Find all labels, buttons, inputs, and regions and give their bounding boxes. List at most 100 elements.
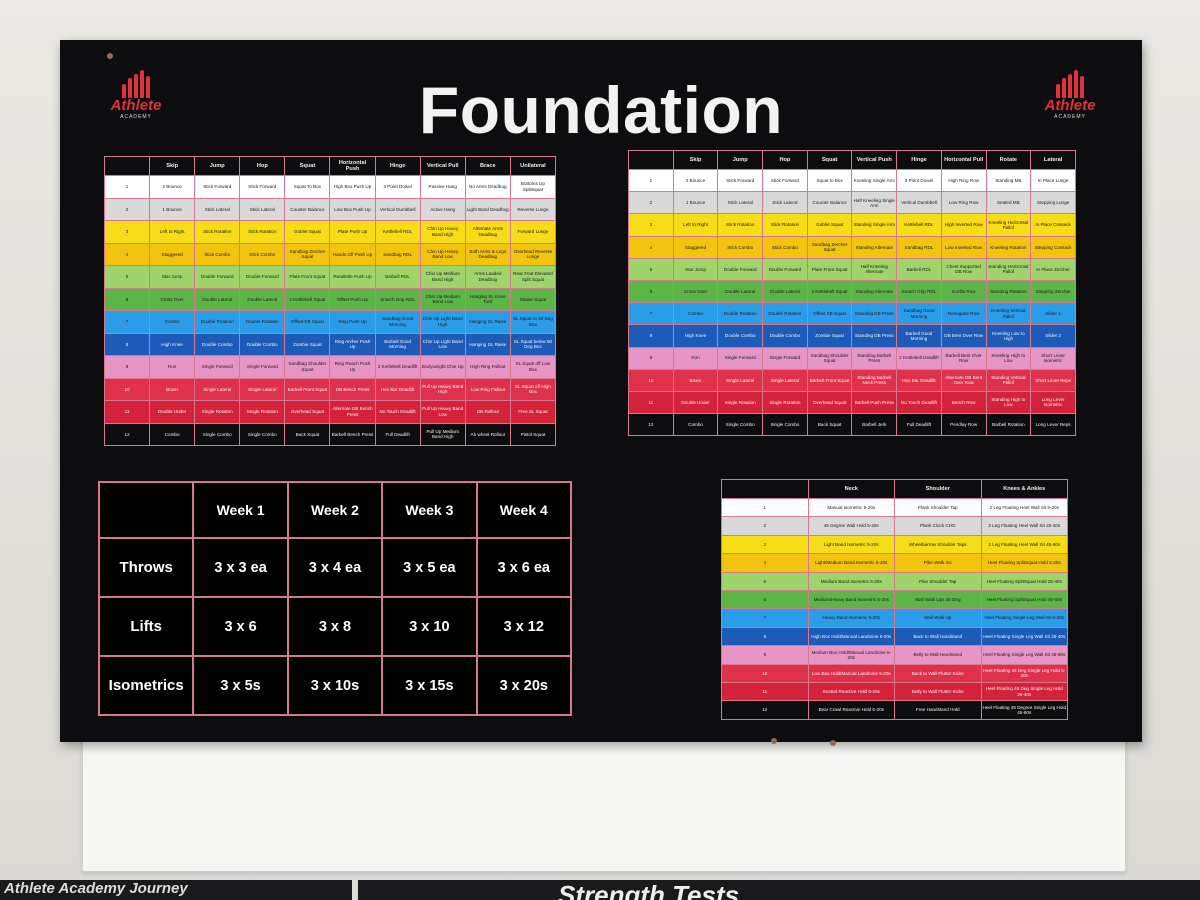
table-cell: Snatch Grip RDL <box>374 287 421 311</box>
table-cell: Kneeling Rotation <box>985 235 1032 259</box>
table-cell: Low Box Push Up <box>329 197 376 221</box>
table-cell: Long Lever Reps <box>1030 413 1076 437</box>
table-cell: Sandbag Zercher Squat <box>284 242 331 266</box>
table-cell: Medium Band Isometric 5-20s <box>807 571 895 591</box>
row-label: 4 <box>721 553 809 573</box>
table-cell: Renegade Row <box>940 302 987 326</box>
table-cell: Standing High to Low <box>985 390 1032 415</box>
table-cell: Pull Up Heavy Band Low <box>419 400 466 424</box>
logo-brand: Athlete <box>1044 97 1096 114</box>
table-cell: Single Forward <box>717 346 764 370</box>
table-cell: Kneeling High to Low <box>985 346 1032 370</box>
table-cell: Standing DB Press <box>851 324 898 348</box>
row-label: Isometrics <box>97 655 195 716</box>
row-label: 5 <box>628 257 674 281</box>
table-row: 12 Bear Crawl Reactive Hold 5-20s Free Han… <box>721 700 1068 720</box>
table-cell: Combo <box>149 422 196 446</box>
table-cell: Offset KB Squat <box>806 302 853 326</box>
table-cell: Stepping Cossack <box>1030 235 1076 259</box>
row-label: Lifts <box>97 596 195 657</box>
table-cell: Plank Shoulder Tap <box>894 497 982 518</box>
table-cell: Chin Up Heavy Band High <box>419 220 466 244</box>
row-label: 8 <box>628 324 674 348</box>
row-label: 10 <box>103 377 151 401</box>
column-header: Unilateral <box>509 156 557 176</box>
table-cell: Barbell Good Morning <box>374 332 421 356</box>
table-cell: 1 Bounce <box>672 191 719 215</box>
table-cell: Cross Over <box>149 287 196 311</box>
header-row: Week 1 Week 2 Week 3 Week 4 <box>97 481 573 539</box>
logo-sub: ACADEMY <box>1054 114 1086 120</box>
table-cell: Back to Wall Handstand <box>894 626 982 647</box>
table-cell: Low Inverted Row <box>940 235 987 259</box>
table-cell: Stick Forward <box>762 168 808 193</box>
table-cell: Run <box>149 355 196 379</box>
table-cell: Star Jump <box>672 257 719 281</box>
table-cell: Double Forward <box>717 257 764 281</box>
table-cell: Double Under <box>672 390 719 415</box>
column-header: Vertical Push <box>851 150 898 170</box>
table-cell: Sandbag Good Morning <box>896 302 942 326</box>
column-header: Hinge <box>896 150 942 170</box>
table-cell: Stick Combo <box>239 242 286 266</box>
table-cell: Barbell Bent Over Row <box>940 346 987 370</box>
table-row: 10 Low Box Hold/Manual Landmine 5-20s Back… <box>721 663 1068 683</box>
table-cell: Double Rotation <box>762 302 808 326</box>
table-cell: 3 x 8 <box>286 596 384 657</box>
row-label: 11 <box>103 400 151 424</box>
table-cell: Back Squat <box>806 413 853 437</box>
table-cell: Zombie Squat <box>806 324 853 348</box>
row-label: 11 <box>628 390 674 415</box>
column-header: Neck <box>807 479 895 499</box>
table-cell: Stick Combo <box>762 235 808 259</box>
table-cell: Barbell Front Squat <box>806 368 853 392</box>
table-cell: SL Squat off Low Box <box>509 355 557 379</box>
table-cell: Belly to Wall Handstand <box>894 645 982 665</box>
table-cell: Combo <box>672 302 719 326</box>
column-header: Jump <box>194 156 241 176</box>
column-header: Week 2 <box>286 481 384 539</box>
journey-banner: Athlete Academy Journey <box>0 880 352 900</box>
table-cell: Kneeling Single Arm <box>851 168 898 193</box>
column-header: Hop <box>239 156 286 176</box>
table-row: 7 Heavy Band Isometric 5-20s Wall Walk Up H… <box>721 608 1068 628</box>
table-row: 7 Combo Double Rotation Double Rotation Offs… <box>628 302 1076 326</box>
row-label: 9 <box>721 645 809 665</box>
table-cell: 3 x 12 <box>475 596 573 657</box>
table-cell: Medium/Heavy Band Isometric 5-20s <box>807 589 895 610</box>
table-cell: Heel Floating SplitSquat Hold 25-40s <box>980 571 1068 591</box>
table-cell: Boxer <box>149 377 196 401</box>
table-cell: Manual Isometric 5-20s <box>807 497 895 518</box>
table-cell: Light Band Deadbug <box>464 197 511 221</box>
table-cell: High Box Hold/Manual Landmine 5-20s <box>807 626 895 647</box>
table-cell: Left to Right <box>672 213 719 237</box>
table-cell: DB Bench Press <box>329 377 376 401</box>
column-header: Horizontal Push <box>329 156 376 176</box>
table-cell: Half Kneeling Alternate <box>851 257 898 281</box>
table-cell: Sandbag RDL <box>374 242 421 266</box>
table-cell: Ab wheel Rollout <box>464 422 511 446</box>
table-cell: Vertical Dumbbell <box>896 191 942 215</box>
table-cell: In Place Cossack <box>1030 213 1076 237</box>
row-label: Throws <box>97 537 195 598</box>
table-row: 4 Light/Medium Band Isometric 5-20s Pike W… <box>721 553 1068 573</box>
row-label: 7 <box>721 608 809 628</box>
table-cell: 3 Point Dowel <box>374 175 421 199</box>
row-label: 9 <box>628 346 674 370</box>
table-row: 4 Staggered Stick Combo Stick Combo Sandbag … <box>103 242 557 266</box>
table-row: 1 Manual Isometric 5-20s Plank Shoulder Ta… <box>721 497 1068 518</box>
table-cell: Hex Bar Deadlift <box>374 377 421 401</box>
table-cell: Barbell Good Morning <box>896 324 942 348</box>
table-cell: Stick Forward <box>239 175 286 199</box>
table-cell: 2 Kettlebell Squat <box>806 279 853 304</box>
table-row: 11 Double Under Single Rotation Single Rota… <box>103 400 557 424</box>
table-cell: Reverse Lunge <box>509 197 557 221</box>
table-cell: Stepping Zercher <box>1030 279 1076 304</box>
table-cell: 45 Degree Wall Hold 5-20s <box>807 516 895 536</box>
table-cell: Double Rotation <box>194 310 241 334</box>
table-cell: High Box Push Up <box>329 175 376 199</box>
table-cell: Hanging SL Raise <box>464 310 511 334</box>
table-cell: Bench Row <box>940 390 987 415</box>
table-cell: Back to Wall Flutter Kicks <box>894 663 982 683</box>
row-label: 3 <box>628 213 674 237</box>
